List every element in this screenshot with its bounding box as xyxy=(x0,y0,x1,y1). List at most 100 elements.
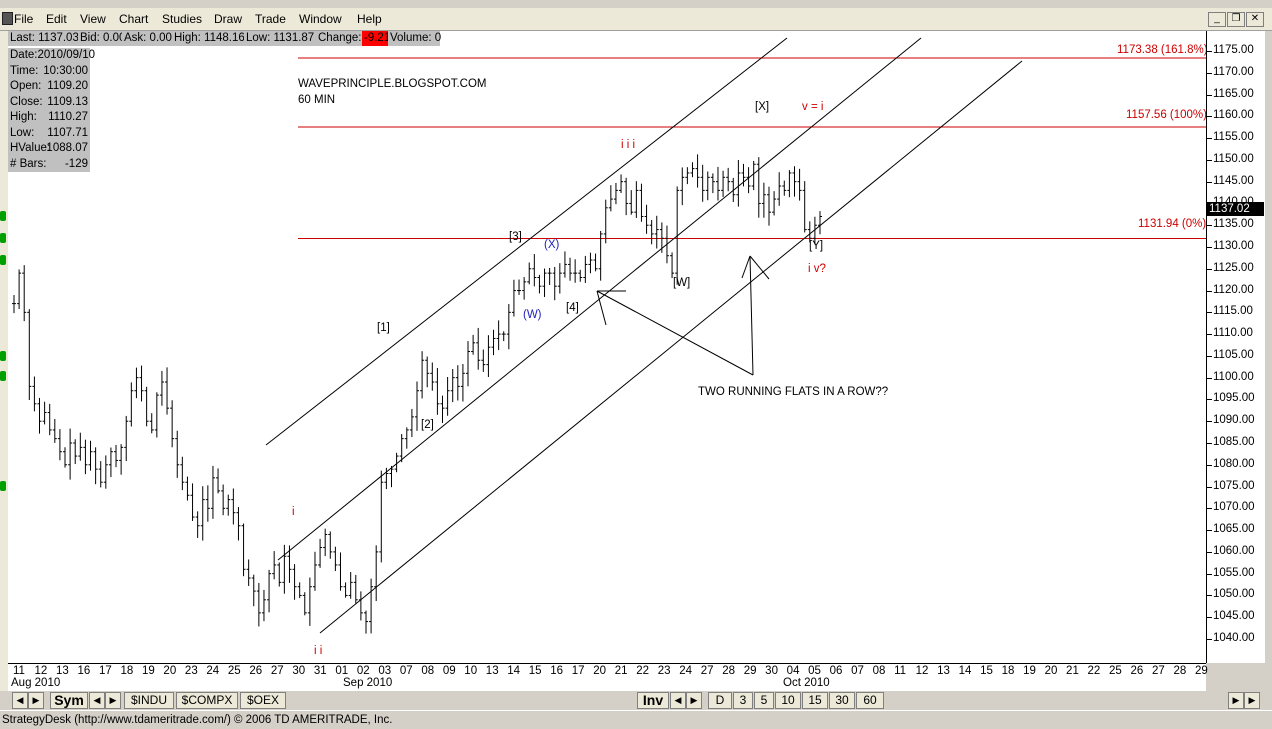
scroll-right-icon[interactable]: ▶ xyxy=(105,692,121,709)
x-tick-label: 07 xyxy=(851,665,864,677)
indicator-icon[interactable] xyxy=(0,255,6,265)
x-tick-label: 17 xyxy=(98,665,112,677)
tab-compx[interactable]: $COMPX xyxy=(176,692,238,709)
annotation-arrow xyxy=(596,290,754,376)
y-tick-label: 1090.00 xyxy=(1213,414,1255,427)
x-tick-label: 31 xyxy=(313,665,327,677)
y-tick-label: 1045.00 xyxy=(1213,610,1255,623)
indicator-icon[interactable] xyxy=(0,371,6,381)
info-value: 1109.13 xyxy=(47,95,88,108)
scroll-left-icon[interactable]: ◀ xyxy=(670,692,686,709)
indicator-icon[interactable] xyxy=(0,211,6,221)
tab-indu[interactable]: $INDU xyxy=(124,692,174,709)
tab-period-15[interactable]: 15 xyxy=(802,692,828,709)
y-tick-label: 1145.00 xyxy=(1213,174,1254,187)
x-tick-label: 25 xyxy=(227,665,241,677)
quote-change-value: -9.21 xyxy=(362,31,391,46)
x-tick-label: 18 xyxy=(120,665,134,677)
x-tick-label: 14 xyxy=(958,665,972,677)
tab-period-10[interactable]: 10 xyxy=(775,692,801,709)
x-tick-label: 05 xyxy=(808,665,821,677)
y-tick xyxy=(1207,268,1212,270)
tab-period-30[interactable]: 30 xyxy=(829,692,855,709)
scroll-right-icon[interactable]: ▶ xyxy=(686,692,702,709)
y-tick xyxy=(1207,399,1212,401)
indicator-icon[interactable] xyxy=(0,481,6,491)
x-tick-label: 12 xyxy=(34,665,48,677)
date-axis[interactable]: 11 12 13 16 17 18 19 20 23 24 25 26 27 30 31 01 02 03 07 08… xyxy=(8,663,1208,692)
restore-icon[interactable]: ❐ xyxy=(1227,12,1245,27)
x-tick-label: 08 xyxy=(421,665,435,677)
tab-sym[interactable]: Sym xyxy=(50,692,88,709)
y-tick-label: 1165.00 xyxy=(1213,87,1254,100)
y-tick-label: 1070.00 xyxy=(1213,501,1255,514)
scroll-left-icon[interactable]: ◀ xyxy=(89,692,105,709)
fib-level-label: 1173.38 (161.8%) xyxy=(1117,44,1208,56)
tab-period-d[interactable]: D xyxy=(708,692,732,709)
wave-label: (X) xyxy=(544,239,560,251)
y-tick-label: 1120.00 xyxy=(1213,283,1254,296)
wave-label: (W) xyxy=(523,309,542,321)
y-tick-label: 1170.00 xyxy=(1213,65,1254,78)
x-tick-label: 22 xyxy=(1087,665,1101,677)
chart-note: TWO RUNNING FLATS IN A ROW?? xyxy=(698,386,889,398)
y-tick xyxy=(1207,312,1212,314)
y-tick-label: 1175.00 xyxy=(1213,44,1254,56)
menu-draw[interactable]: Draw xyxy=(214,12,243,26)
menu-chart[interactable]: Chart xyxy=(119,12,149,26)
info-value: 1107.71 xyxy=(47,126,88,139)
info-row: # Bars: -129 xyxy=(8,157,90,173)
quote-ask: Ask: 0.00 xyxy=(122,31,173,46)
menu-window[interactable]: Window xyxy=(299,12,342,26)
close-icon[interactable]: ✕ xyxy=(1246,12,1264,27)
menu-file[interactable]: File xyxy=(14,12,34,26)
x-tick-label: 13 xyxy=(55,665,69,677)
tab-period-5[interactable]: 5 xyxy=(754,692,774,709)
indicator-icon[interactable] xyxy=(0,351,6,361)
menu-edit[interactable]: Edit xyxy=(46,12,67,26)
y-tick xyxy=(1207,443,1212,444)
menu-help[interactable]: Help xyxy=(357,12,382,26)
y-tick-label: 1115.00 xyxy=(1213,305,1253,318)
scroll-right-icon[interactable]: ▶ xyxy=(1228,692,1244,709)
x-tick-label: 09 xyxy=(442,665,456,677)
menu-trade[interactable]: Trade xyxy=(255,12,286,26)
tab-period-60[interactable]: 60 xyxy=(856,692,884,709)
minimize-icon[interactable]: _ xyxy=(1208,12,1226,27)
tab-oex[interactable]: $OEX xyxy=(240,692,286,709)
scroll-right-icon[interactable]: ▶ xyxy=(1244,692,1260,709)
y-tick xyxy=(1207,138,1212,140)
wave-label: i i xyxy=(314,645,323,657)
y-tick xyxy=(1207,290,1212,292)
price-axis[interactable]: 1175.00 1170.00 1165.00 1160.00 1155.00 1150.… xyxy=(1206,31,1265,663)
y-tick-label: 1060.00 xyxy=(1213,544,1255,557)
chart-title: WAVEPRINCIPLE.BLOGSPOT.COM xyxy=(298,78,487,90)
scroll-right-icon[interactable]: ▶ xyxy=(28,692,44,709)
price-chart[interactable] xyxy=(8,31,1206,663)
x-tick-label: 27 xyxy=(700,665,714,677)
y-tick-label: 1050.00 xyxy=(1213,588,1255,601)
x-tick-label: 16 xyxy=(77,665,91,677)
chart-area[interactable] xyxy=(8,31,1206,663)
info-label: Date:2010/09/10 xyxy=(10,49,96,61)
scroll-left-icon[interactable]: ◀ xyxy=(12,692,28,709)
y-tick-label: 1110.00 xyxy=(1213,327,1253,340)
menu-view[interactable]: View xyxy=(80,12,106,26)
y-tick xyxy=(1207,617,1212,619)
tab-inv[interactable]: Inv xyxy=(637,692,669,709)
indicator-icon[interactable] xyxy=(0,233,6,243)
x-tick-label: 29 xyxy=(1195,665,1208,677)
info-label: Low: xyxy=(10,126,35,139)
app-icon[interactable] xyxy=(2,12,13,25)
tab-period-3[interactable]: 3 xyxy=(733,692,753,709)
x-month-label: Sep 2010 xyxy=(343,677,393,689)
x-tick-label: 24 xyxy=(679,665,692,677)
y-tick-label: 1085.00 xyxy=(1213,436,1255,448)
menu-studies[interactable]: Studies xyxy=(162,12,203,26)
wave-label: [Y] xyxy=(809,240,824,252)
x-tick-label: 13 xyxy=(485,665,499,677)
x-tick-label: 20 xyxy=(1044,665,1058,677)
y-tick xyxy=(1207,486,1212,488)
x-tick-label: 23 xyxy=(184,665,198,677)
info-row: Close: 1109.13 xyxy=(8,95,90,111)
